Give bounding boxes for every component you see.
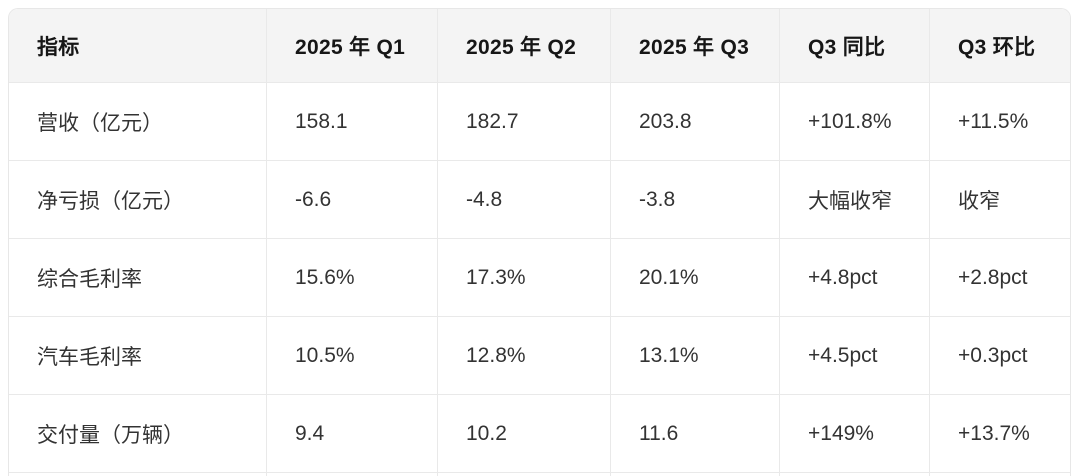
table-cell: +4.5pct — [780, 317, 930, 395]
column-header: Q3 环比 — [930, 9, 1070, 83]
table-cell: 203.8 — [611, 83, 780, 161]
column-header: 2025 年 Q1 — [267, 9, 438, 83]
table-cell: 182.7 — [438, 83, 611, 161]
table-cell: 158.1 — [267, 83, 438, 161]
table-cell: -3.8 — [611, 161, 780, 239]
table-cell: +0.3pct — [930, 317, 1070, 395]
table-cell-empty — [780, 473, 930, 476]
table-cell: 10.5% — [267, 317, 438, 395]
column-header: Q3 同比 — [780, 9, 930, 83]
table-cell-empty — [611, 473, 780, 476]
table-row: 营收（亿元） 158.1 182.7 203.8 +101.8% +11.5% — [9, 83, 1070, 161]
table-cell: +2.8pct — [930, 239, 1070, 317]
table-cell: 17.3% — [438, 239, 611, 317]
table-cell: +149% — [780, 395, 930, 473]
table-cell: -4.8 — [438, 161, 611, 239]
quarterly-metrics-table: 指标 2025 年 Q1 2025 年 Q2 2025 年 Q3 Q3 同比 Q3 环比 … — [9, 9, 1070, 476]
table-cell: 11.6 — [611, 395, 780, 473]
table-cell: +4.8pct — [780, 239, 930, 317]
table-cell: 收窄 — [930, 161, 1070, 239]
table-cell-empty — [438, 473, 611, 476]
quarterly-metrics-table-container: 指标 2025 年 Q1 2025 年 Q2 2025 年 Q3 Q3 同比 Q3 环比 … — [8, 8, 1071, 476]
table-cell: 20.1% — [611, 239, 780, 317]
table-cell: 12.8% — [438, 317, 611, 395]
table-cell: 9.4 — [267, 395, 438, 473]
table-row-partial — [9, 473, 1070, 476]
table-cell: 10.2 — [438, 395, 611, 473]
table-cell-empty — [9, 473, 267, 476]
table-row: 交付量（万辆） 9.4 10.2 11.6 +149% +13.7% — [9, 395, 1070, 473]
table-cell: +11.5% — [930, 83, 1070, 161]
row-label: 营收（亿元） — [9, 83, 267, 161]
table-cell: +13.7% — [930, 395, 1070, 473]
table-body: 营收（亿元） 158.1 182.7 203.8 +101.8% +11.5% 净亏损（亿元… — [9, 83, 1070, 476]
table-cell-empty — [930, 473, 1070, 476]
table-row: 综合毛利率 15.6% 17.3% 20.1% +4.8pct +2.8pct — [9, 239, 1070, 317]
header-row: 指标 2025 年 Q1 2025 年 Q2 2025 年 Q3 Q3 同比 Q3 环比 — [9, 9, 1070, 83]
table-cell: 大幅收窄 — [780, 161, 930, 239]
indicator-column-header: 指标 — [9, 9, 267, 83]
row-label: 净亏损（亿元） — [9, 161, 267, 239]
row-label: 综合毛利率 — [9, 239, 267, 317]
table-row: 净亏损（亿元） -6.6 -4.8 -3.8 大幅收窄 收窄 — [9, 161, 1070, 239]
table-cell-empty — [267, 473, 438, 476]
table-cell: 15.6% — [267, 239, 438, 317]
column-header: 2025 年 Q3 — [611, 9, 780, 83]
column-header: 2025 年 Q2 — [438, 9, 611, 83]
table-row: 汽车毛利率 10.5% 12.8% 13.1% +4.5pct +0.3pct — [9, 317, 1070, 395]
row-label: 交付量（万辆） — [9, 395, 267, 473]
row-label: 汽车毛利率 — [9, 317, 267, 395]
table-cell: 13.1% — [611, 317, 780, 395]
table-cell: +101.8% — [780, 83, 930, 161]
table-cell: -6.6 — [267, 161, 438, 239]
